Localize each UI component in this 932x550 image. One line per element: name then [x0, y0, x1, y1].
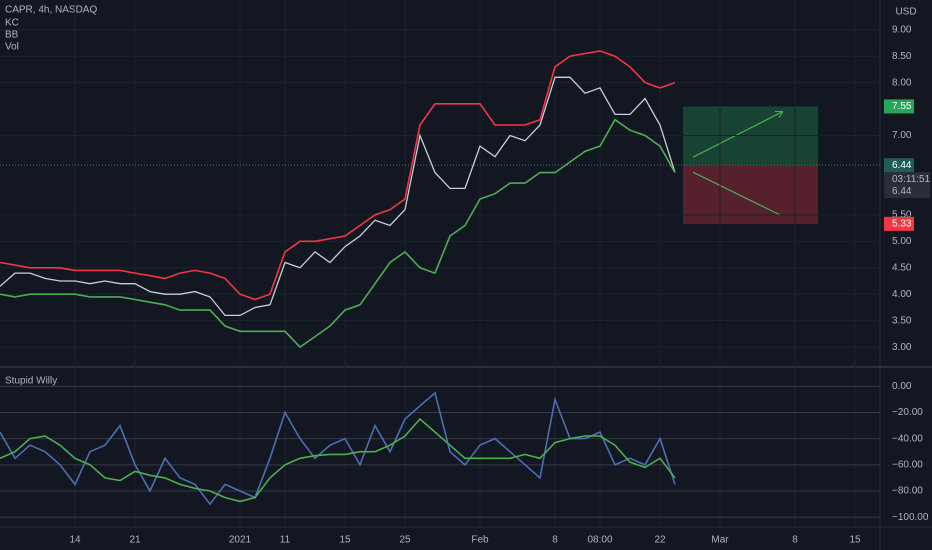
- currency: USD: [895, 7, 916, 18]
- y-tick-label: −80.00: [892, 486, 923, 497]
- symbol: CAPR, 4h, NASDAQ: [5, 5, 97, 16]
- series-line: [0, 417, 676, 503]
- y-tick-label: 0.00: [892, 381, 912, 392]
- price-tag: [884, 216, 914, 231]
- y-tick-label: −20.00: [892, 407, 923, 418]
- y-tick-label: 9.00: [892, 24, 912, 35]
- x-tick-label: 8: [552, 535, 558, 546]
- indicator: KC: [5, 18, 19, 29]
- y-tick-label: 3.50: [892, 315, 912, 326]
- indicator: BB: [5, 30, 19, 41]
- countdown: 03:11:51: [892, 174, 931, 185]
- x-tick-label: 25: [399, 535, 411, 546]
- price-tag: [884, 158, 914, 173]
- y-tick-label: 8.00: [892, 77, 912, 88]
- series-line: [0, 50, 676, 301]
- y-tick-label: −40.00: [892, 433, 923, 444]
- countdown-tag: [884, 172, 930, 199]
- y-tick-label: 5.00: [892, 236, 912, 247]
- price-tag: [884, 99, 914, 114]
- arrow: [692, 110, 784, 158]
- y-tick-label: 4.00: [892, 289, 912, 300]
- x-tick-label: 21: [129, 535, 141, 546]
- pane-title: Stupid Willy: [5, 376, 57, 387]
- indicator: Vol: [5, 42, 19, 53]
- y-tick-label: 5.50: [892, 210, 912, 221]
- price-tag-label: 7.55: [892, 101, 912, 112]
- arrow-head: [775, 110, 784, 118]
- x-tick-label: 11: [280, 535, 291, 546]
- price-tag-label: 6.44: [892, 160, 912, 171]
- y-tick-label: −100.00: [892, 512, 929, 523]
- y-tick-label: 4.50: [892, 262, 912, 273]
- y-tick-label: −60.00: [892, 459, 923, 470]
- x-tick-label: 8: [792, 535, 798, 546]
- y-tick-label: 7.00: [892, 130, 912, 141]
- x-tick-label: Feb: [471, 535, 489, 546]
- x-tick-label: 22: [654, 535, 666, 546]
- x-tick-label: 15: [849, 535, 861, 546]
- y-tick-label: 3.00: [892, 342, 912, 353]
- x-tick-label: 14: [69, 535, 81, 546]
- series-line: [0, 118, 676, 349]
- price-tag-label: 5.33: [892, 219, 912, 230]
- x-tick-label: Mar: [711, 535, 729, 546]
- x-tick-label: 08:00: [587, 535, 612, 546]
- x-tick-label: 2021: [229, 535, 252, 546]
- series-line: [0, 391, 676, 506]
- last-price: 6.44: [892, 186, 912, 197]
- y-tick-label: 8.50: [892, 51, 912, 62]
- series-line: [0, 76, 676, 317]
- arrow: [692, 171, 781, 216]
- x-tick-label: 15: [339, 535, 351, 546]
